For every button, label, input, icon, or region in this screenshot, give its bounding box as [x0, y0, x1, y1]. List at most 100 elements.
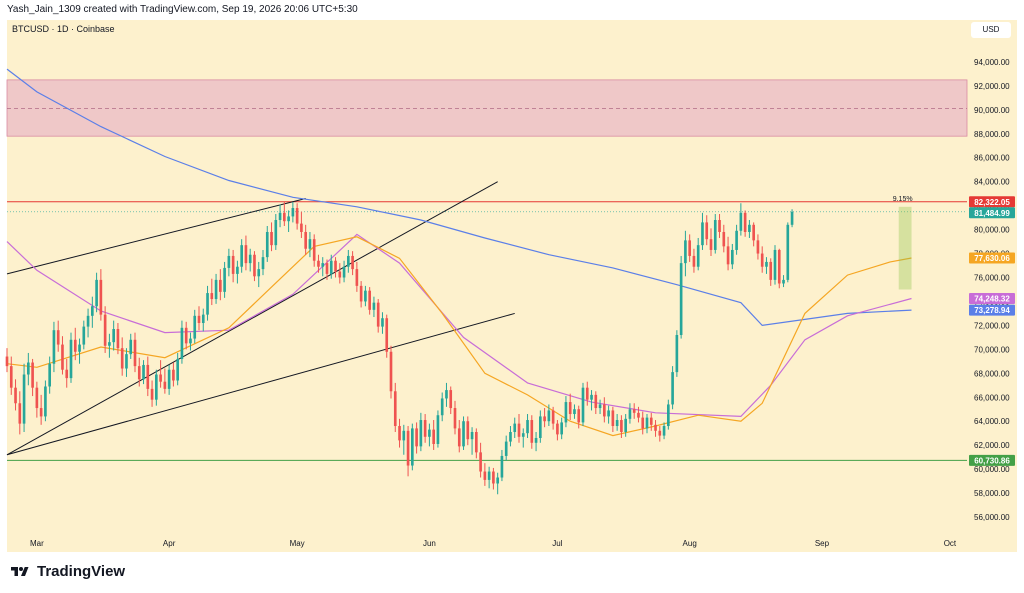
candle[interactable] [133, 339, 137, 367]
candle[interactable] [167, 369, 171, 389]
candle[interactable] [649, 417, 653, 425]
candle[interactable] [790, 211, 794, 225]
candle[interactable] [244, 245, 248, 264]
candle[interactable] [291, 208, 295, 217]
candle[interactable] [470, 432, 474, 440]
symbol-legend[interactable]: BTCUSD · 1D · Coinbase [12, 24, 115, 34]
candle[interactable] [389, 351, 393, 392]
candle[interactable] [521, 433, 525, 437]
candle[interactable] [428, 429, 431, 437]
candle[interactable] [150, 388, 154, 400]
candle[interactable] [163, 381, 167, 389]
candle[interactable] [688, 240, 691, 256]
candle[interactable] [355, 269, 359, 286]
candle[interactable] [283, 212, 286, 222]
moving-average-orange[interactable] [6, 236, 912, 437]
candle[interactable] [628, 409, 632, 419]
candle[interactable] [769, 261, 773, 280]
candle[interactable] [372, 302, 376, 310]
candle[interactable] [539, 416, 542, 438]
candle[interactable] [317, 260, 320, 267]
candle[interactable] [735, 230, 738, 250]
candle[interactable] [265, 231, 269, 258]
candle[interactable] [556, 423, 559, 435]
candle[interactable] [705, 222, 709, 240]
channel-line[interactable] [6, 197, 306, 275]
candle[interactable] [325, 263, 329, 274]
candle[interactable] [5, 356, 9, 367]
candle[interactable] [159, 374, 162, 382]
candle[interactable] [603, 404, 606, 417]
candle[interactable] [278, 212, 282, 221]
candle[interactable] [9, 366, 13, 388]
candle[interactable] [679, 263, 683, 335]
candle[interactable] [492, 471, 495, 484]
candle[interactable] [701, 222, 704, 246]
price-label-box[interactable] [969, 454, 1015, 466]
candle[interactable] [193, 315, 197, 339]
price-label-box[interactable] [969, 196, 1015, 208]
candle[interactable] [274, 220, 278, 246]
candle[interactable] [376, 302, 380, 327]
candle[interactable] [466, 421, 470, 440]
candle[interactable] [86, 315, 90, 327]
candle[interactable] [103, 314, 107, 346]
candle[interactable] [760, 253, 764, 267]
candle[interactable] [240, 245, 243, 267]
candle[interactable] [581, 387, 585, 423]
candle[interactable] [381, 318, 384, 327]
candle[interactable] [137, 366, 141, 380]
candle[interactable] [773, 249, 777, 280]
candle[interactable] [99, 279, 103, 315]
candle[interactable] [61, 344, 64, 370]
candle[interactable] [206, 293, 209, 315]
candle[interactable] [585, 387, 589, 400]
candle[interactable] [214, 279, 218, 300]
candle[interactable] [52, 330, 56, 364]
candle[interactable] [415, 428, 418, 447]
candle[interactable] [351, 255, 354, 270]
candle[interactable] [637, 412, 640, 418]
candle[interactable] [684, 240, 687, 264]
candle[interactable] [675, 334, 679, 373]
candle[interactable] [748, 224, 751, 232]
candle[interactable] [210, 293, 214, 300]
candle[interactable] [739, 212, 743, 231]
candle[interactable] [645, 417, 649, 429]
candle[interactable] [654, 424, 657, 431]
candle[interactable] [547, 410, 551, 422]
candle[interactable] [432, 429, 435, 444]
candle[interactable] [257, 269, 261, 277]
moving-average-purple[interactable] [6, 233, 912, 418]
candle[interactable] [475, 432, 478, 453]
candle[interactable] [125, 354, 128, 369]
candle[interactable] [172, 369, 175, 381]
candle[interactable] [14, 387, 17, 404]
channel-line[interactable] [6, 181, 498, 456]
candle[interactable] [56, 330, 60, 345]
candle[interactable] [436, 415, 440, 444]
candle[interactable] [607, 410, 610, 417]
candle[interactable] [445, 390, 448, 399]
candle[interactable] [453, 408, 457, 429]
candle[interactable] [671, 372, 674, 405]
candle[interactable] [615, 420, 619, 427]
candle[interactable] [368, 290, 371, 310]
candle[interactable] [568, 402, 572, 415]
candle[interactable] [95, 279, 98, 307]
candle[interactable] [479, 452, 482, 472]
candle[interactable] [551, 410, 555, 424]
candle[interactable] [440, 398, 444, 416]
candle[interactable] [359, 285, 363, 302]
candle[interactable] [27, 362, 30, 375]
candle[interactable] [347, 255, 350, 267]
candle[interactable] [338, 271, 342, 278]
candle[interactable] [718, 220, 721, 232]
candle[interactable] [385, 318, 389, 352]
candle[interactable] [321, 263, 325, 267]
candle[interactable] [534, 437, 538, 443]
price-label-box[interactable] [969, 304, 1015, 316]
candle[interactable] [73, 339, 77, 352]
candle[interactable] [308, 239, 312, 249]
candle[interactable] [752, 224, 755, 241]
